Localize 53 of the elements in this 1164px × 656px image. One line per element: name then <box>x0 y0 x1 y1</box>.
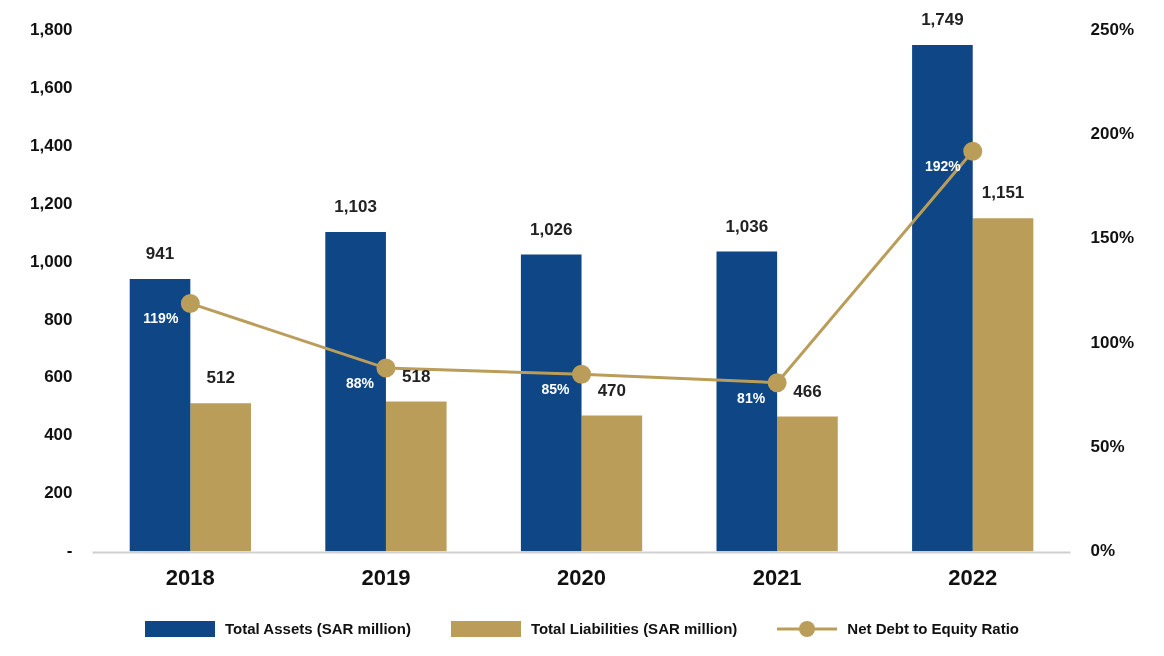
point <box>180 293 200 313</box>
y2-tick-label: 250% <box>1090 19 1134 39</box>
y-tick-label: - <box>66 541 73 561</box>
bar <box>190 403 251 552</box>
data-label: 1,151 <box>981 183 1025 203</box>
bar <box>716 251 778 552</box>
bar <box>581 415 643 552</box>
data-label: 119% <box>143 310 179 327</box>
bar <box>385 401 447 552</box>
y-tick-label: 200 <box>44 483 73 503</box>
point <box>572 364 592 384</box>
y-tick-label: 1,800 <box>29 19 73 39</box>
legend-label: Net Debt to Equity Ratio <box>847 620 1019 637</box>
y-tick-label: 400 <box>44 425 73 445</box>
data-label: 470 <box>597 380 627 400</box>
y2-tick-label: 150% <box>1090 228 1134 248</box>
bar <box>129 279 191 552</box>
data-label: 1,749 <box>921 10 964 30</box>
x-tick-label: 2022 <box>948 564 998 590</box>
y2-tick-label: 0% <box>1090 541 1116 561</box>
data-label: 941 <box>145 244 175 264</box>
x-tick-label: 2020 <box>557 564 607 590</box>
x-tick-label: 2018 <box>165 564 215 590</box>
legend-label: Total Liabilities (SAR million) <box>530 620 738 637</box>
point <box>376 358 396 378</box>
y2-tick-label: 50% <box>1090 437 1125 457</box>
x-tick-label: 2021 <box>752 564 802 590</box>
data-label: 85% <box>541 381 571 398</box>
y-tick-label: 1,400 <box>29 135 73 155</box>
data-label: 88% <box>345 374 375 391</box>
data-label: 81% <box>737 389 766 406</box>
y2-tick-label: 100% <box>1090 332 1134 352</box>
y2-tick-label: 200% <box>1090 124 1134 144</box>
y-tick-label: 800 <box>44 309 73 329</box>
legend-label: Total Assets (SAR million) <box>225 620 411 637</box>
data-label: 1,036 <box>725 216 769 236</box>
y-tick-label: 1,600 <box>29 77 73 97</box>
data-label: 518 <box>402 366 431 386</box>
y-tick-label: 1,200 <box>29 193 73 213</box>
bar <box>912 44 973 552</box>
y-tick-label: 1,000 <box>29 251 73 271</box>
data-label: 1,026 <box>529 219 573 239</box>
point <box>963 141 983 161</box>
bar <box>777 416 838 552</box>
point <box>767 373 787 393</box>
x-tick-label: 2019 <box>361 564 411 590</box>
data-label: 466 <box>793 381 822 401</box>
data-label: 192% <box>924 158 962 175</box>
data-label: 1,103 <box>334 197 377 217</box>
data-label: 512 <box>206 368 235 388</box>
bar <box>520 254 582 552</box>
y-tick-label: 600 <box>44 367 73 387</box>
bar <box>325 232 386 552</box>
